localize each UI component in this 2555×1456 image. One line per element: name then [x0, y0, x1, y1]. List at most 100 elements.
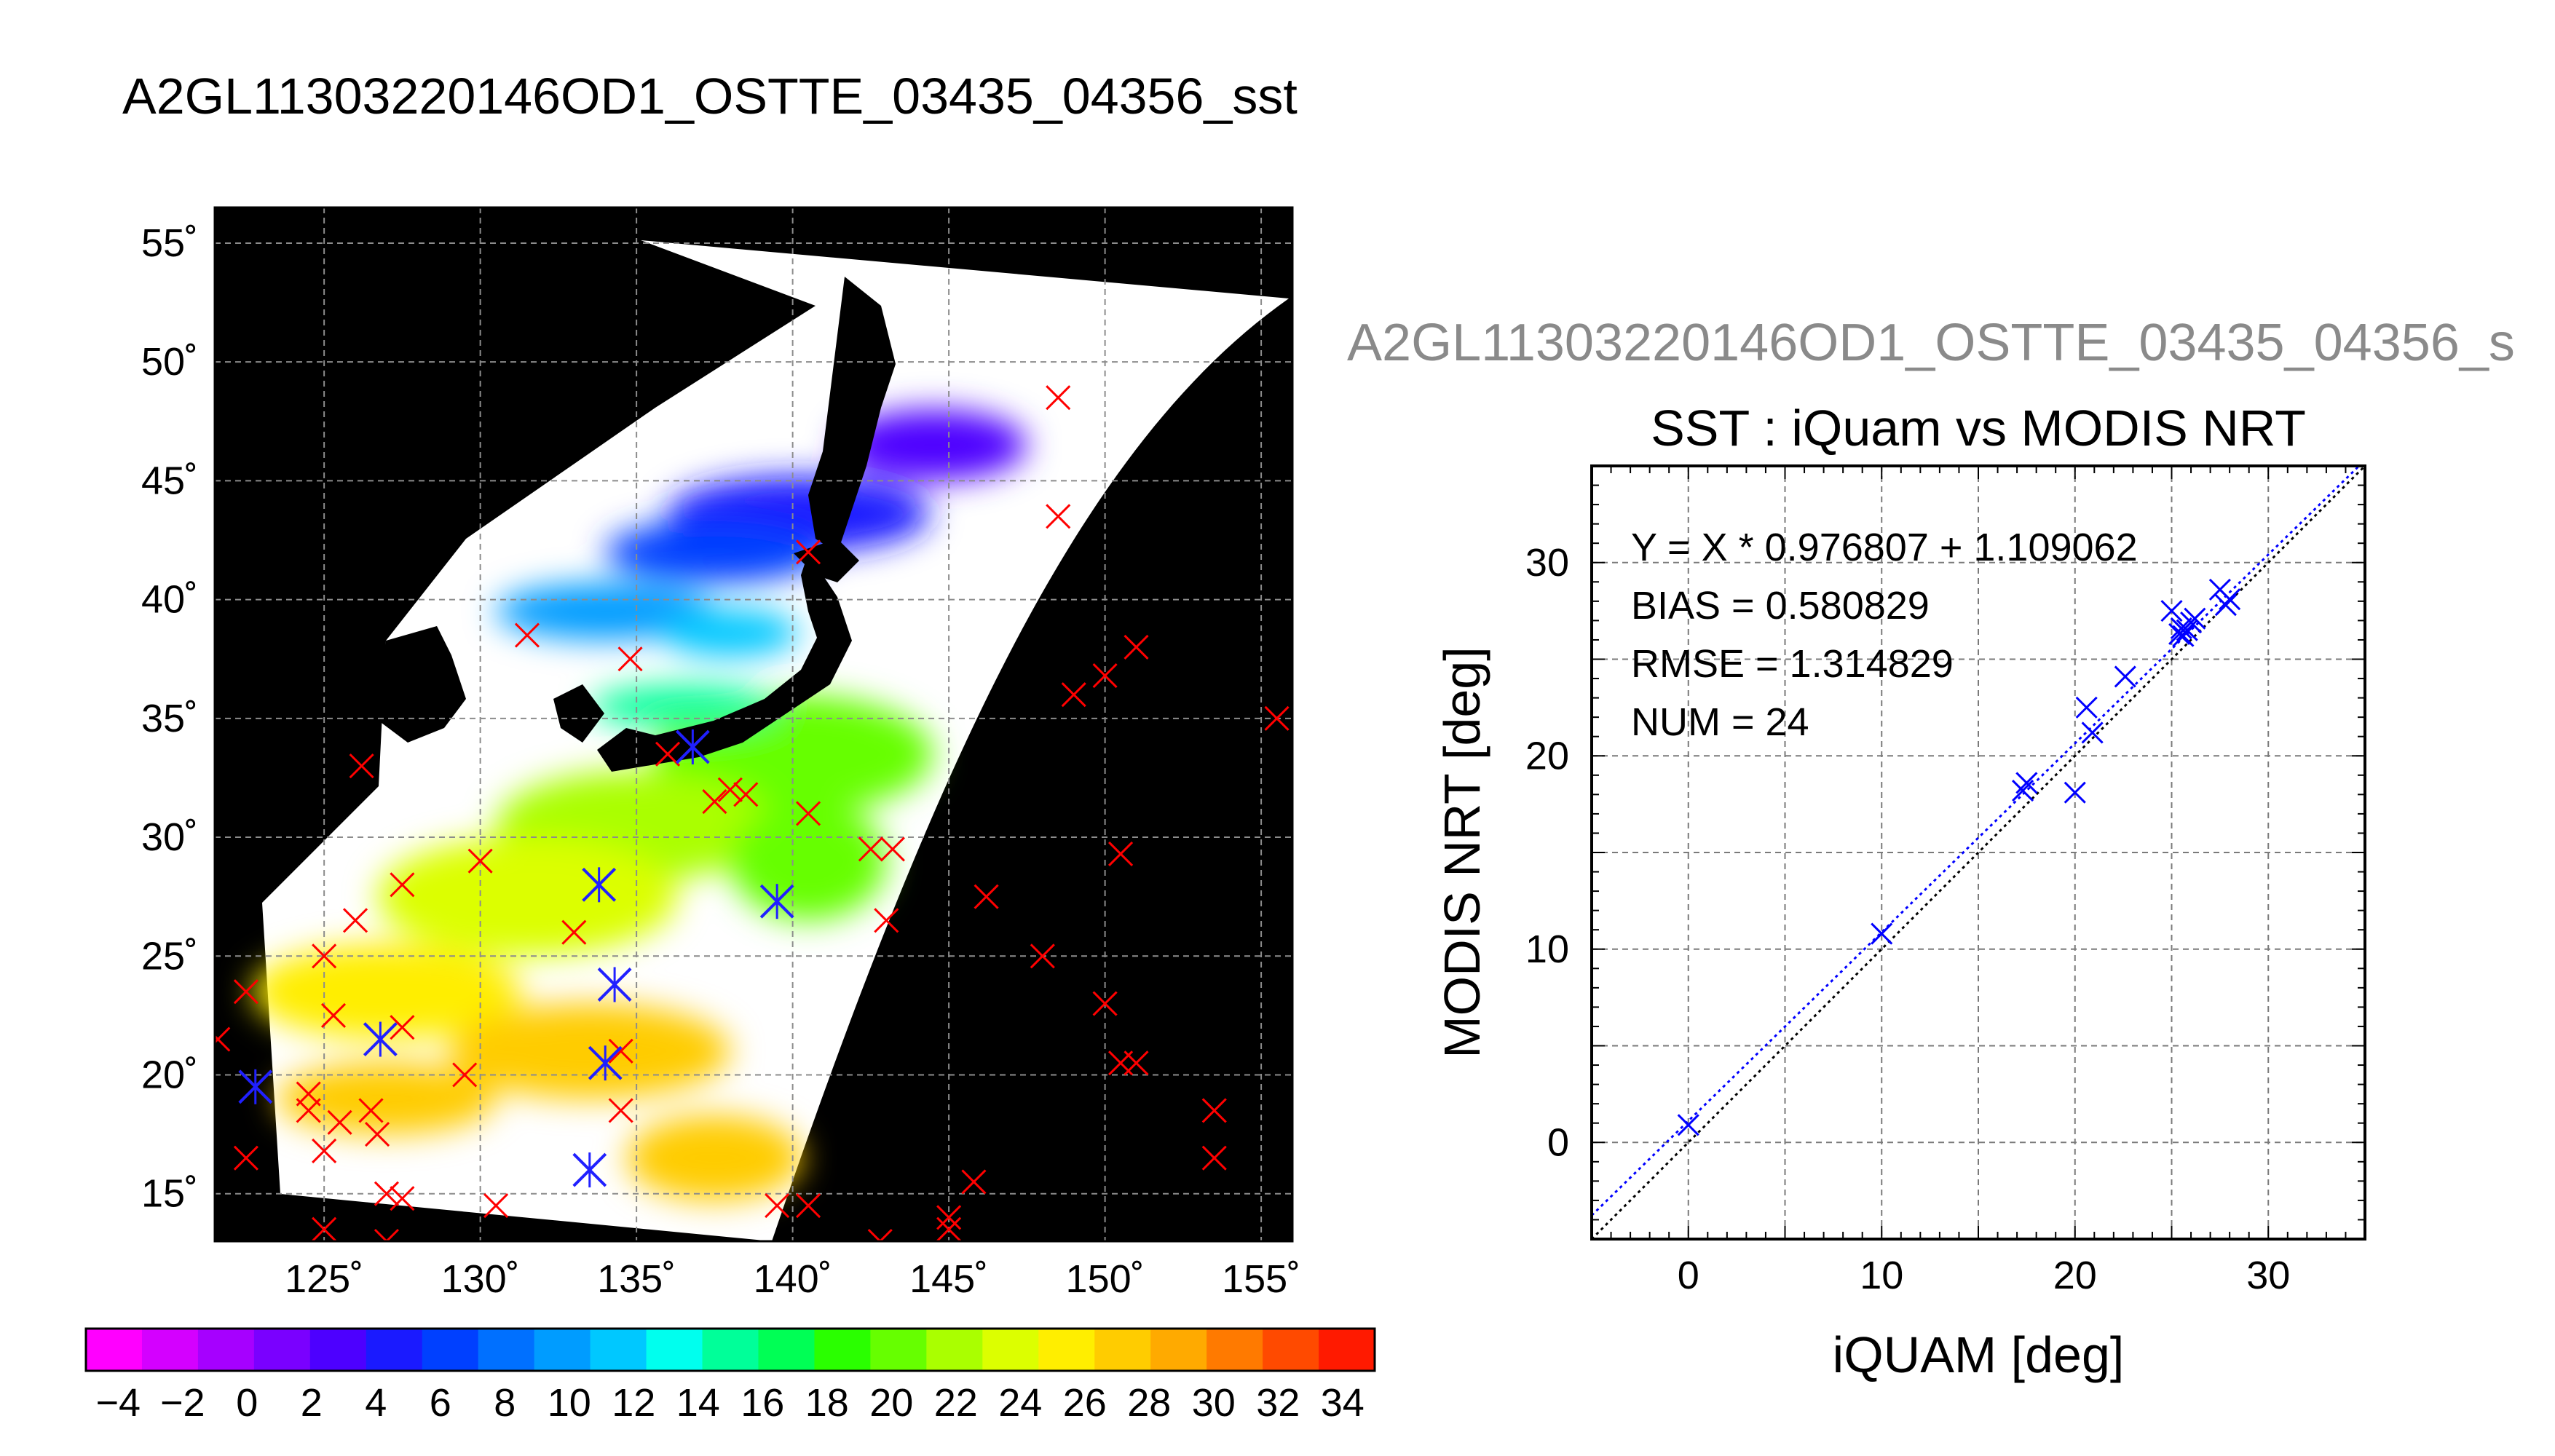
scatter-x-tick-3: 30 — [2246, 1254, 2290, 1297]
in-situ-marker-20 — [467, 848, 493, 874]
sst-field — [252, 409, 1027, 1201]
matchup-marker-5 — [597, 967, 632, 1002]
in-situ-markers — [215, 385, 1290, 1241]
map-title: A2GL11303220146OD1_OSTTE_03435_04356_sst — [122, 68, 1298, 124]
scatter-point-5 — [2075, 696, 2098, 719]
in-situ-marker-50 — [1046, 385, 1071, 411]
in-situ-marker-41 — [961, 1169, 987, 1195]
in-situ-marker-13 — [358, 1098, 384, 1123]
in-situ-marker-56 — [867, 1228, 893, 1241]
colorbar-cell-22 — [1319, 1329, 1375, 1371]
colorbar-label-0: −4 — [95, 1381, 141, 1425]
in-situ-marker-5 — [296, 1081, 321, 1107]
stat-bias: BIAS = 0.580829 — [1631, 584, 1930, 628]
scatter-point-14 — [2184, 607, 2206, 630]
in-situ-marker-14 — [365, 1122, 390, 1147]
in-situ-marker-38 — [974, 884, 999, 909]
map-gridlines — [215, 207, 1292, 1241]
stat-rmse: RMSE = 1.314829 — [1631, 642, 1954, 686]
in-situ-marker-51 — [1046, 504, 1071, 529]
in-situ-marker-16 — [374, 1228, 400, 1241]
in-situ-marker-33 — [765, 1192, 790, 1219]
map-y-tick-4: 35˚ — [141, 697, 198, 740]
map-x-tick-2: 135˚ — [597, 1257, 676, 1301]
map-x-tick-5: 150˚ — [1066, 1257, 1145, 1301]
map-x-tick-3: 140˚ — [754, 1257, 832, 1301]
scatter-point-10 — [2170, 617, 2192, 640]
in-situ-marker-55 — [796, 539, 821, 565]
sst-patch-12 — [730, 802, 887, 921]
in-situ-marker-39 — [936, 1216, 962, 1241]
in-situ-marker-2 — [233, 1145, 258, 1171]
colorbar-label-4: 4 — [365, 1381, 387, 1425]
colorbar-cell-6 — [422, 1329, 479, 1371]
colorbar-cell-8 — [534, 1329, 591, 1371]
colorbar-cell-16 — [982, 1329, 1039, 1371]
colorbar-label-19: 34 — [1321, 1381, 1365, 1425]
colorbar-label-16: 28 — [1127, 1381, 1171, 1425]
scatter-point-11 — [2172, 625, 2195, 647]
scatter-point-2 — [2012, 779, 2034, 802]
in-situ-marker-31 — [733, 782, 759, 807]
in-situ-marker-40 — [936, 1205, 962, 1230]
scatter-gridlines — [1592, 466, 2365, 1239]
map-x-tick-6: 155˚ — [1222, 1257, 1300, 1301]
map-x-tick-labels: 125˚ 130˚ 135˚ 140˚ 145˚ 150˚ 155˚ — [285, 1257, 1300, 1301]
in-situ-marker-23 — [514, 622, 540, 648]
in-situ-marker-36 — [874, 908, 899, 933]
scatter-minor-ticks — [1591, 465, 2366, 1240]
in-situ-marker-17 — [390, 872, 415, 898]
in-situ-marker-37 — [880, 836, 905, 862]
map-x-tick-4: 145˚ — [909, 1257, 988, 1301]
in-situ-marker-42 — [1030, 943, 1055, 969]
scatter-x-tick-2: 20 — [2053, 1254, 2097, 1297]
scatter-y-tick-labels: 0 10 20 30 — [1525, 541, 1569, 1165]
colorbar-cells — [86, 1329, 1375, 1371]
scatter-point-8 — [2160, 600, 2183, 622]
in-situ-marker-7 — [312, 1216, 337, 1241]
stat-equation: Y = X * 0.976807 + 1.109062 — [1631, 526, 2138, 569]
scatter-y-tick-1: 10 — [1525, 927, 1569, 971]
in-situ-marker-26 — [608, 1038, 633, 1064]
colorbar-cell-2 — [197, 1329, 255, 1371]
land-sakhalin — [808, 277, 896, 553]
in-situ-marker-52 — [1201, 1098, 1227, 1123]
colorbar-cell-15 — [926, 1329, 983, 1371]
colorbar-label-18: 32 — [1256, 1381, 1300, 1425]
in-situ-marker-53 — [1201, 1145, 1227, 1171]
scatter-point-16 — [2214, 594, 2237, 617]
in-situ-marker-12 — [349, 753, 374, 779]
in-situ-marker-25 — [561, 919, 587, 945]
colorbar-cell-21 — [1263, 1329, 1319, 1371]
in-situ-marker-8 — [312, 943, 337, 969]
scatter-point-7 — [2114, 665, 2136, 688]
colorbar-label-14: 24 — [998, 1381, 1042, 1425]
colorbar-label-2: 0 — [236, 1381, 258, 1425]
in-situ-marker-28 — [655, 741, 681, 767]
sst-patch-3 — [839, 409, 1027, 481]
land-korea — [379, 626, 466, 743]
map-y-tick-0: 15˚ — [141, 1172, 198, 1216]
colorbar-label-1: −2 — [160, 1381, 205, 1425]
sst-patch-4 — [661, 609, 799, 657]
in-situ-marker-43 — [1061, 682, 1086, 708]
land-asia-mainland — [215, 207, 641, 946]
scatter-x-tick-1: 10 — [1860, 1254, 1903, 1297]
in-situ-marker-21 — [452, 1062, 478, 1088]
colorbar-frame — [84, 1327, 1376, 1372]
colorbar-label-7: 10 — [548, 1381, 591, 1425]
colorbar-cell-18 — [1094, 1329, 1151, 1371]
sst-patch-11 — [627, 1115, 802, 1201]
sst-patch-10 — [277, 1063, 497, 1135]
colorbar-cell-7 — [478, 1329, 535, 1371]
in-situ-marker-46 — [1107, 841, 1134, 866]
in-situ-marker-15 — [374, 1181, 400, 1206]
colorbar-cell-12 — [758, 1329, 816, 1371]
scatter-panel: SST : iQuam vs MODIS NRT 0 10 20 30 0 10 20 30… — [1434, 400, 2366, 1383]
scatter-title: SST : iQuam vs MODIS NRT — [1651, 400, 2306, 456]
in-situ-marker-22 — [483, 1192, 509, 1219]
colorbar-cell-11 — [702, 1329, 759, 1371]
colorbar-label-10: 16 — [741, 1381, 784, 1425]
colorbar-cell-13 — [814, 1329, 871, 1371]
